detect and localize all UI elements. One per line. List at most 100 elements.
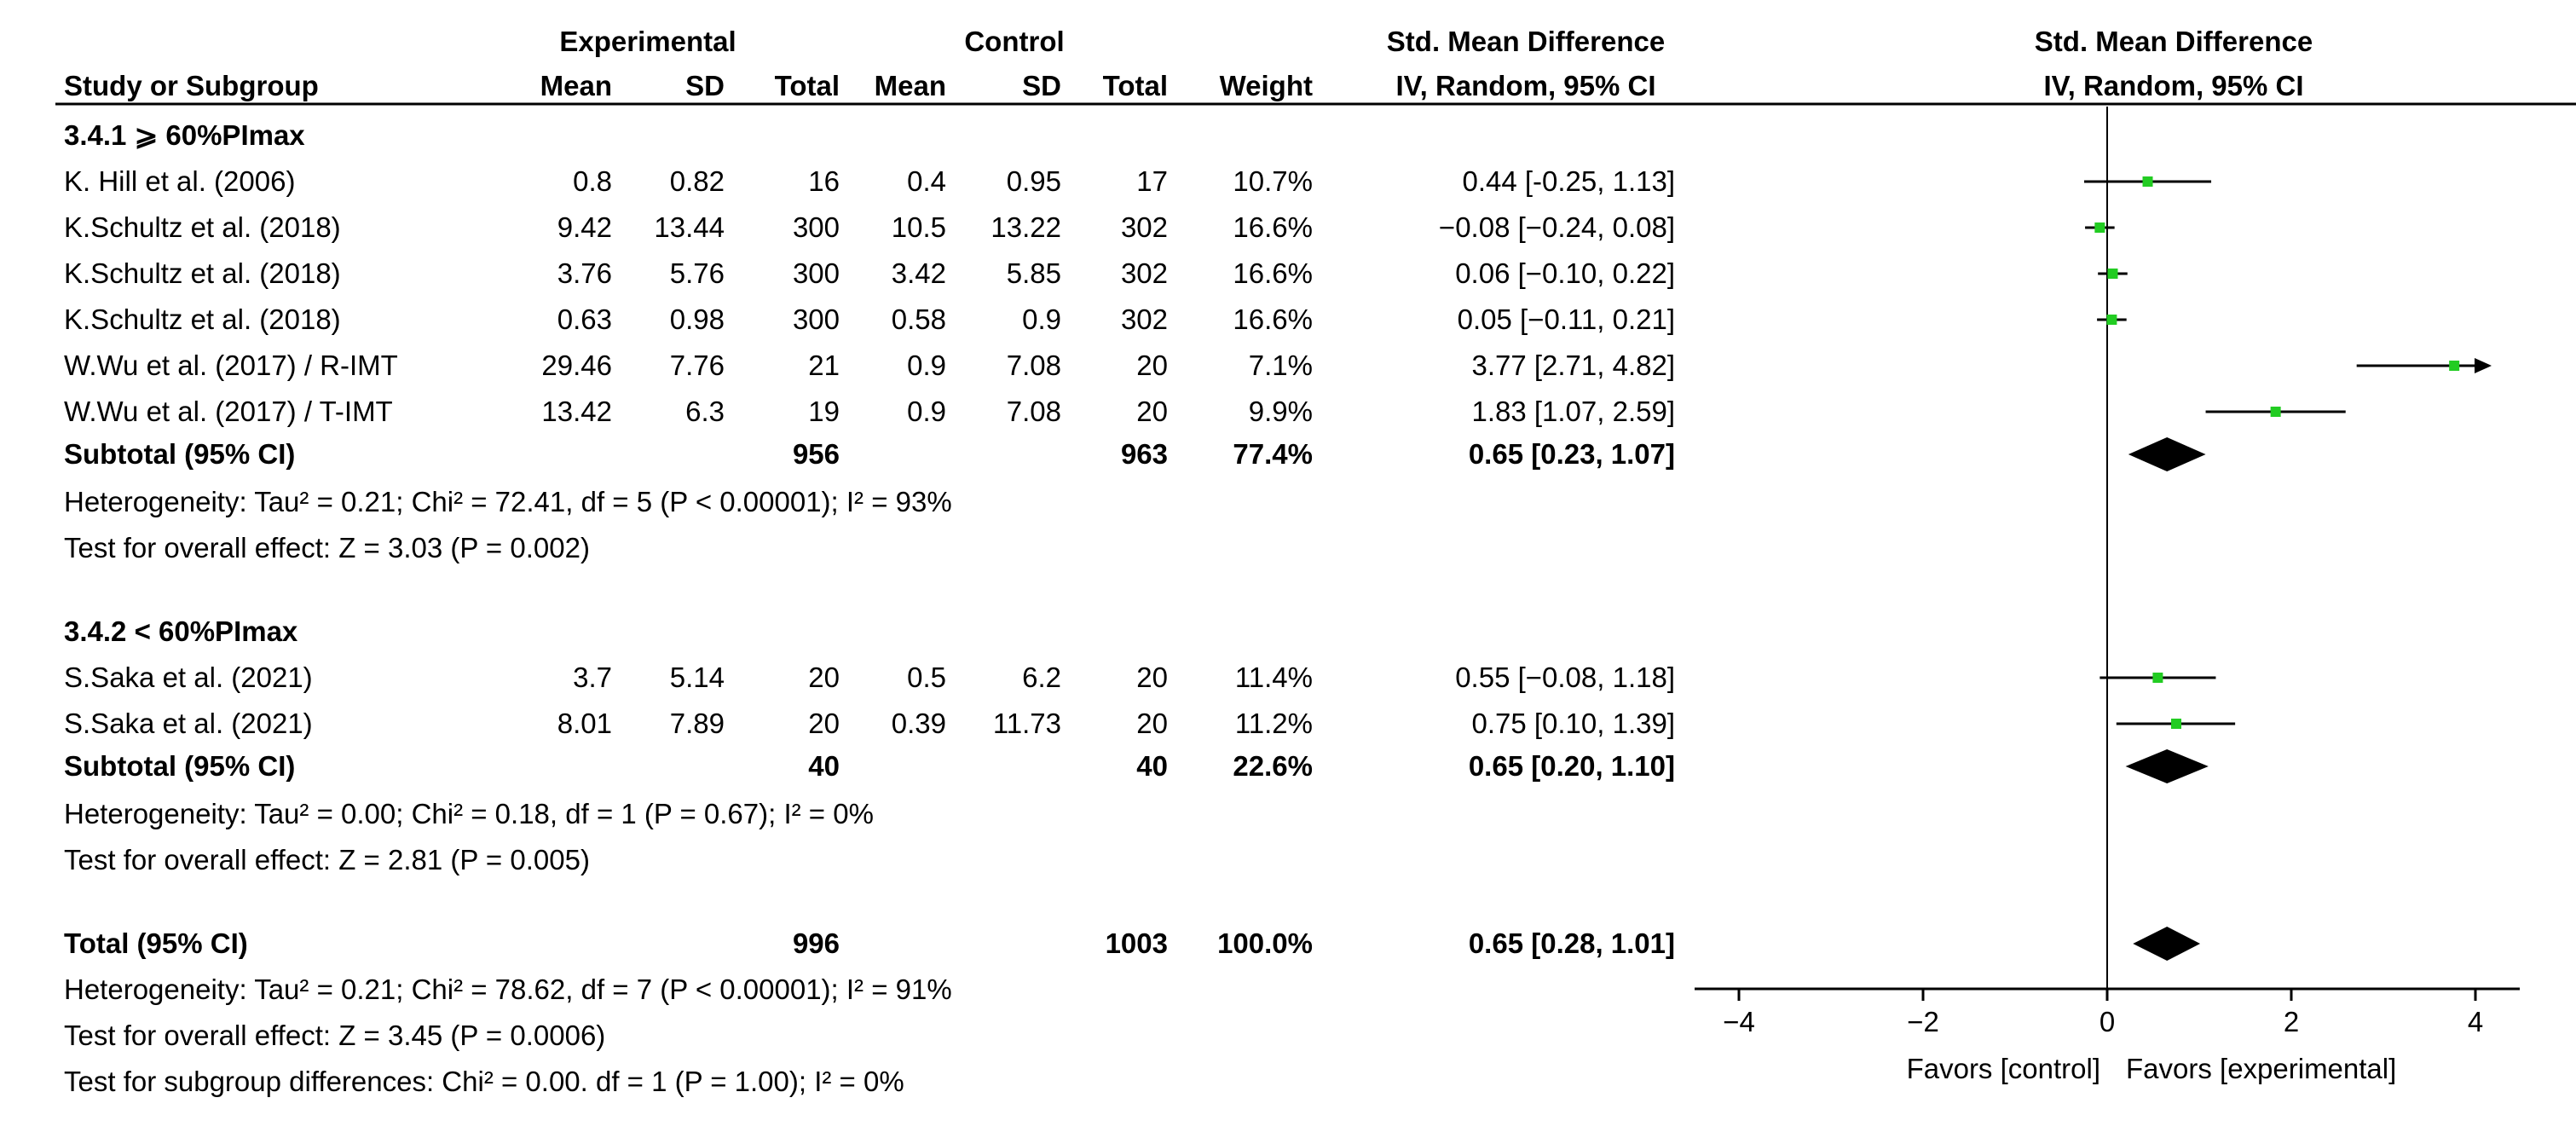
sd-control: 0.95 [1007, 165, 1061, 197]
mean-control: 0.9 [907, 396, 946, 427]
subgroup-title: 3.4.1 ⩾ 60%PImax [64, 119, 305, 151]
mean-control: 0.4 [907, 165, 946, 197]
study-name: K. Hill et al. (2006) [64, 165, 295, 197]
study-column-header: Study or Subgroup [64, 70, 319, 101]
sd-experimental: 0.98 [670, 303, 725, 335]
subtotal-total-experimental: 40 [808, 750, 840, 782]
study-point-marker [2142, 176, 2153, 187]
total-experimental: 20 [808, 708, 840, 739]
effect-method-header: IV, Random, 95% CI [1395, 70, 1655, 101]
sd-experimental: 5.14 [670, 662, 725, 693]
study-point-marker [2449, 361, 2460, 371]
total-control: 302 [1121, 211, 1168, 243]
subtotal-effect-ci: 0.65 [0.23, 1.07] [1469, 438, 1675, 470]
overall-effect-text: Test for overall effect: Z = 2.81 (P = 0… [64, 844, 590, 875]
total-experimental-header: Total [775, 70, 840, 101]
study-effect-ci: 0.75 [0.10, 1.39] [1471, 708, 1675, 739]
total-effect-ci: 0.65 [0.28, 1.01] [1469, 927, 1675, 959]
mean-experimental: 13.42 [541, 396, 612, 427]
study-point-marker [2106, 315, 2117, 325]
total-control: 20 [1136, 350, 1168, 381]
study-name: W.Wu et al. (2017) / T-IMT [64, 396, 393, 427]
pooled-effect-diamond [2125, 749, 2209, 783]
mean-control: 3.42 [892, 257, 946, 289]
study-name: K.Schultz et al. (2018) [64, 303, 341, 335]
study-name: K.Schultz et al. (2018) [64, 257, 341, 289]
mean-control: 0.39 [892, 708, 946, 739]
mean-control: 0.9 [907, 350, 946, 381]
total-experimental: 20 [808, 662, 840, 693]
mean-control: 0.5 [907, 662, 946, 693]
favors-control-label: Favors [control] [1907, 1053, 2100, 1084]
study-effect-ci: 1.83 [1.07, 2.59] [1471, 396, 1675, 427]
sd-experimental: 7.76 [670, 350, 725, 381]
subtotal-total-experimental: 956 [793, 438, 840, 470]
heterogeneity-text: Heterogeneity: Tau² = 0.21; Chi² = 72.41… [64, 486, 952, 517]
study-effect-ci: 0.55 [−0.08, 1.18] [1455, 662, 1675, 693]
subtotal-total-control: 40 [1136, 750, 1168, 782]
experimental-group-header: Experimental [559, 26, 736, 57]
study-point-marker [2094, 222, 2105, 233]
mean-experimental: 0.63 [557, 303, 612, 335]
x-tick-label: 0 [2099, 1006, 2115, 1037]
weight-header: Weight [1220, 70, 1313, 101]
study-weight: 16.6% [1233, 303, 1313, 335]
total-label: Total (95% CI) [64, 927, 248, 959]
subgroup-differences-text: Test for subgroup differences: Chi² = 0.… [64, 1066, 904, 1097]
sd-control: 13.22 [991, 211, 1061, 243]
study-effect-ci: 0.05 [−0.11, 0.21] [1458, 303, 1675, 335]
sd-control: 5.85 [1007, 257, 1061, 289]
total-weight: 100.0% [1217, 927, 1313, 959]
study-weight: 11.2% [1235, 708, 1313, 739]
sd-experimental-header: SD [685, 70, 725, 101]
sd-control: 7.08 [1007, 396, 1061, 427]
overall-effect-text: Test for overall effect: Z = 3.03 (P = 0… [64, 532, 590, 563]
total-heterogeneity-text: Heterogeneity: Tau² = 0.21; Chi² = 78.62… [64, 974, 952, 1005]
sd-control: 0.9 [1022, 303, 1061, 335]
effect-size-header: Std. Mean Difference [1387, 26, 1665, 57]
sd-control-header: SD [1022, 70, 1061, 101]
total-overall-effect-text: Test for overall effect: Z = 3.45 (P = 0… [64, 1020, 605, 1051]
sd-experimental: 6.3 [685, 396, 725, 427]
mean-control-header: Mean [875, 70, 946, 101]
mean-control: 10.5 [892, 211, 946, 243]
study-weight: 16.6% [1233, 257, 1313, 289]
total-experimental: 19 [808, 396, 840, 427]
study-effect-ci: 3.77 [2.71, 4.82] [1471, 350, 1675, 381]
mean-experimental: 9.42 [557, 211, 612, 243]
study-name: S.Saka et al. (2021) [64, 708, 313, 739]
subtotal-total-control: 963 [1121, 438, 1168, 470]
x-tick-label: 2 [2284, 1006, 2299, 1037]
control-group-header: Control [964, 26, 1064, 57]
study-effect-ci: 0.44 [-0.25, 1.13] [1462, 165, 1675, 197]
study-effect-ci: 0.06 [−0.10, 0.22] [1455, 257, 1675, 289]
total-control: 302 [1121, 257, 1168, 289]
study-weight: 11.4% [1235, 662, 1313, 693]
sd-control: 7.08 [1007, 350, 1061, 381]
table-rows: 3.4.1 ⩾ 60%PImax K. Hill et al. (2006) 0.8… [64, 119, 1675, 1097]
favors-experimental-label: Favors [experimental] [2126, 1053, 2396, 1084]
total-experimental: 300 [793, 211, 840, 243]
study-name: S.Saka et al. (2021) [64, 662, 313, 693]
total-total-control: 1003 [1106, 927, 1168, 959]
study-weight: 9.9% [1249, 396, 1313, 427]
subtotal-label: Subtotal (95% CI) [64, 438, 295, 470]
study-point-marker [2270, 407, 2281, 417]
mean-control: 0.58 [892, 303, 946, 335]
ci-overflow-arrow [2475, 358, 2492, 373]
mean-experimental: 3.7 [573, 662, 612, 693]
subtotal-weight: 22.6% [1233, 750, 1313, 782]
mean-experimental: 29.46 [541, 350, 612, 381]
subtotal-label: Subtotal (95% CI) [64, 750, 295, 782]
total-experimental: 300 [793, 257, 840, 289]
sd-experimental: 0.82 [670, 165, 725, 197]
total-control-header: Total [1103, 70, 1168, 101]
study-name: K.Schultz et al. (2018) [64, 211, 341, 243]
subtotal-effect-ci: 0.65 [0.20, 1.10] [1469, 750, 1675, 782]
sd-experimental: 5.76 [670, 257, 725, 289]
x-tick-label: −2 [1907, 1006, 1939, 1037]
study-point-marker [2171, 719, 2181, 729]
mean-experimental: 3.76 [557, 257, 612, 289]
heterogeneity-text: Heterogeneity: Tau² = 0.00; Chi² = 0.18,… [64, 798, 874, 829]
